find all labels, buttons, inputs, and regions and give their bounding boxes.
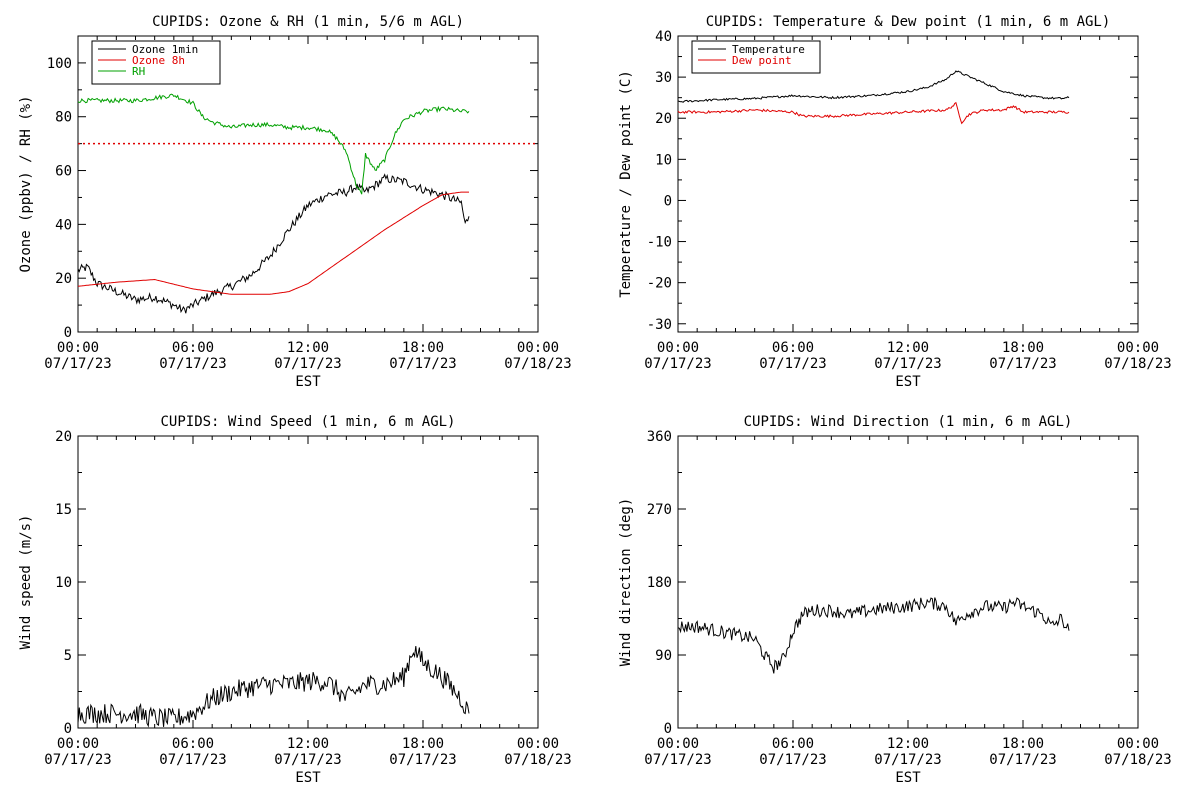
- plot-frame: [677, 35, 1139, 333]
- y-tick-label: 90: [655, 648, 672, 664]
- chart-title: CUPIDS: Wind Direction (1 min, 6 m AGL): [744, 414, 1073, 430]
- series-line-2: [77, 93, 470, 195]
- wind-speed-panel: CUPIDS: Wind Speed (1 min, 6 m AGL) 0 5 10 1…: [18, 414, 572, 786]
- y-tick-label: 30: [655, 70, 672, 86]
- x-tick-time-label: 00:00: [1117, 736, 1159, 752]
- y-tick-label: 20: [655, 111, 672, 127]
- y-axis-label: Temperature / Dew point (C): [618, 70, 634, 298]
- plot-frame: [677, 435, 1139, 729]
- x-tick-time-label: 12:00: [887, 340, 929, 356]
- temperature-dewpoint-panel: CUPIDS: Temperature & Dew point (1 min, …: [618, 14, 1172, 390]
- ozone-rh-panel: CUPIDS: Ozone & RH (1 min, 5/6 m AGL) 0 20…: [18, 14, 572, 390]
- x-tick-date-label: 07/17/23: [874, 752, 941, 768]
- x-tick-date-label: 07/17/23: [389, 356, 456, 372]
- y-tick-label: 40: [655, 29, 672, 45]
- x-tick-date-label: 07/17/23: [159, 356, 226, 372]
- x-axis-label: EST: [895, 770, 921, 786]
- x-axis-label: EST: [295, 374, 321, 390]
- x-tick-time-label: 06:00: [772, 736, 814, 752]
- legend-box: [691, 40, 821, 74]
- y-tick-label: -30: [647, 317, 672, 333]
- y-tick-label: 0: [64, 325, 72, 341]
- x-tick-time-label: 12:00: [287, 340, 329, 356]
- series-line-0: [677, 597, 1070, 674]
- x-tick-time-label: 00:00: [517, 340, 559, 356]
- x-axis-label: EST: [295, 770, 321, 786]
- x-tick-date-label: 07/17/23: [159, 752, 226, 768]
- x-axis-label: EST: [895, 374, 921, 390]
- x-tick-time-label: 06:00: [772, 340, 814, 356]
- x-tick-date-label: 07/17/23: [44, 356, 111, 372]
- x-tick-time-label: 18:00: [402, 340, 444, 356]
- x-tick-date-label: 07/17/23: [989, 356, 1056, 372]
- legend-box: [91, 40, 221, 85]
- x-tick-time-label: 18:00: [1002, 340, 1044, 356]
- x-tick-date-label: 07/17/23: [644, 752, 711, 768]
- x-tick-time-label: 18:00: [402, 736, 444, 752]
- series-line-0: [677, 70, 1070, 103]
- y-axis-label: Ozone (ppbv) / RH (%): [18, 95, 34, 272]
- x-tick-date-label: 07/18/23: [1104, 356, 1171, 372]
- x-tick-time-label: 00:00: [57, 340, 99, 356]
- x-tick-time-label: 18:00: [1002, 736, 1044, 752]
- y-tick-label: 0: [664, 721, 672, 737]
- legend-label: RH: [132, 65, 145, 78]
- x-tick-time-label: 06:00: [172, 736, 214, 752]
- y-tick-label: 10: [655, 152, 672, 168]
- y-tick-label: 180: [647, 575, 672, 591]
- y-tick-label: 40: [55, 217, 72, 233]
- y-axis-label: Wind direction (deg): [618, 498, 634, 667]
- series-line-0: [77, 645, 470, 728]
- chart-title: CUPIDS: Wind Speed (1 min, 6 m AGL): [160, 414, 455, 430]
- y-tick-label: 0: [664, 193, 672, 209]
- y-tick-label: 0: [64, 721, 72, 737]
- series-line-1: [677, 101, 1070, 125]
- x-tick-date-label: 07/17/23: [274, 752, 341, 768]
- y-tick-label: 360: [647, 429, 672, 445]
- chart-title: CUPIDS: Ozone & RH (1 min, 5/6 m AGL): [152, 14, 464, 30]
- y-tick-label: 15: [55, 502, 72, 518]
- x-tick-time-label: 12:00: [887, 736, 929, 752]
- y-tick-label: 270: [647, 502, 672, 518]
- legend-label: Ozone 1min: [132, 43, 198, 56]
- legend-label: Dew point: [732, 54, 792, 67]
- x-tick-date-label: 07/17/23: [759, 752, 826, 768]
- y-tick-label: 80: [55, 110, 72, 126]
- x-tick-date-label: 07/18/23: [504, 752, 571, 768]
- x-tick-time-label: 12:00: [287, 736, 329, 752]
- x-tick-date-label: 07/17/23: [874, 356, 941, 372]
- series-line-0: [77, 173, 470, 314]
- y-tick-label: 20: [55, 271, 72, 287]
- y-tick-label: 60: [55, 164, 72, 180]
- x-tick-date-label: 07/17/23: [274, 356, 341, 372]
- plot-frame: [77, 435, 539, 729]
- y-axis-label: Wind speed (m/s): [18, 515, 34, 650]
- x-tick-date-label: 07/17/23: [389, 752, 456, 768]
- legend-label: Ozone 8h: [132, 54, 185, 67]
- x-tick-date-label: 07/17/23: [989, 752, 1056, 768]
- wind-direction-panel: CUPIDS: Wind Direction (1 min, 6 m AGL) 0…: [618, 414, 1172, 786]
- x-tick-date-label: 07/18/23: [1104, 752, 1171, 768]
- y-tick-label: -20: [647, 276, 672, 292]
- x-tick-date-label: 07/17/23: [644, 356, 711, 372]
- y-tick-label: 20: [55, 429, 72, 445]
- y-tick-label: 5: [64, 648, 72, 664]
- x-tick-time-label: 00:00: [657, 736, 699, 752]
- y-tick-label: 10: [55, 575, 72, 591]
- legend-label: Temperature: [732, 43, 805, 56]
- x-tick-date-label: 07/17/23: [759, 356, 826, 372]
- y-tick-label: -10: [647, 235, 672, 251]
- y-tick-label: 100: [47, 56, 72, 72]
- series-line-1: [77, 191, 469, 295]
- x-tick-date-label: 07/17/23: [44, 752, 111, 768]
- x-tick-time-label: 00:00: [517, 736, 559, 752]
- chart-title: CUPIDS: Temperature & Dew point (1 min, …: [706, 14, 1111, 30]
- x-tick-time-label: 00:00: [1117, 340, 1159, 356]
- x-tick-time-label: 00:00: [57, 736, 99, 752]
- x-tick-time-label: 06:00: [172, 340, 214, 356]
- x-tick-time-label: 00:00: [657, 340, 699, 356]
- x-tick-date-label: 07/18/23: [504, 356, 571, 372]
